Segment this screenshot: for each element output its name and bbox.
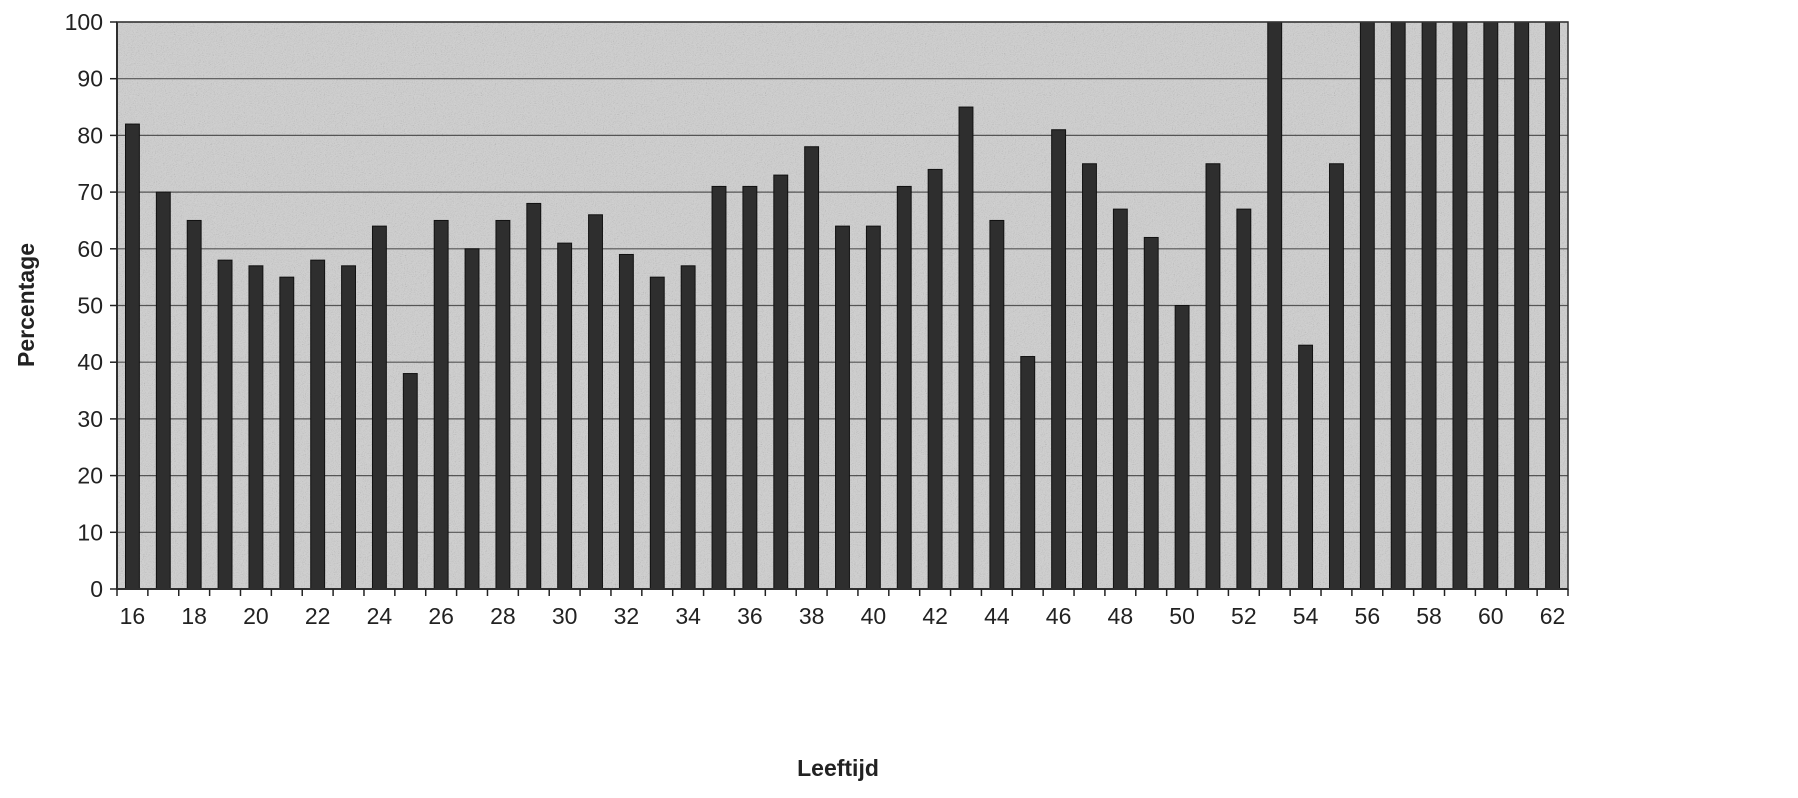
bar-29 bbox=[526, 202, 542, 590]
x-tick-label: 50 bbox=[1169, 603, 1195, 629]
y-tick-label: 10 bbox=[77, 519, 103, 545]
bar-33 bbox=[649, 276, 665, 590]
x-tick-labels: 16 18 20 22 24 26 28 30 32 34 36 38 40 42 44 46 48 50 52 54… bbox=[120, 603, 1566, 629]
bar-30 bbox=[557, 242, 573, 590]
y-tick-label: 50 bbox=[77, 293, 103, 319]
bar-61 bbox=[1514, 21, 1530, 590]
x-tick-label: 38 bbox=[799, 603, 825, 629]
bar-49 bbox=[1143, 236, 1159, 590]
x-tick-label: 42 bbox=[922, 603, 948, 629]
x-tick-label: 24 bbox=[367, 603, 393, 629]
bar-19 bbox=[217, 259, 233, 590]
bar-24 bbox=[371, 225, 387, 590]
bar-40 bbox=[865, 225, 881, 590]
bar-55 bbox=[1329, 163, 1344, 590]
axes bbox=[110, 21, 1569, 596]
bar-26 bbox=[433, 219, 449, 590]
bar-16 bbox=[124, 123, 140, 590]
bar-42 bbox=[927, 168, 943, 590]
x-tick-label: 58 bbox=[1416, 603, 1442, 629]
x-tick-label: 28 bbox=[490, 603, 516, 629]
bar-62 bbox=[1545, 21, 1561, 590]
bar-50 bbox=[1174, 305, 1190, 590]
bar-23 bbox=[341, 265, 356, 590]
bar-36 bbox=[742, 185, 758, 590]
x-tick-label: 40 bbox=[861, 603, 887, 629]
x-tick-label: 52 bbox=[1231, 603, 1257, 629]
y-tick-label: 60 bbox=[77, 236, 103, 262]
x-tick-label: 60 bbox=[1478, 603, 1504, 629]
bar-44 bbox=[989, 219, 1005, 590]
x-tick-label: 20 bbox=[243, 603, 269, 629]
x-tick-label: 32 bbox=[614, 603, 640, 629]
x-tick-label: 36 bbox=[737, 603, 763, 629]
bar-35 bbox=[711, 185, 727, 590]
bar-48 bbox=[1112, 208, 1128, 590]
x-tick-label: 18 bbox=[181, 603, 207, 629]
x-tick-label: 46 bbox=[1046, 603, 1072, 629]
bar-41 bbox=[896, 185, 912, 590]
y-axis-title: Percentage bbox=[13, 243, 39, 367]
bar-21 bbox=[279, 276, 295, 590]
bar-59 bbox=[1452, 21, 1468, 590]
bar-51 bbox=[1205, 163, 1221, 590]
x-tick-label: 56 bbox=[1355, 603, 1381, 629]
bar-57 bbox=[1390, 21, 1406, 590]
bar-25 bbox=[402, 373, 418, 590]
bar-60 bbox=[1483, 21, 1499, 590]
y-tick-label: 20 bbox=[77, 463, 103, 489]
x-tick-label: 54 bbox=[1293, 603, 1319, 629]
y-tick-labels: 0 10 20 30 40 50 60 70 80 90 100 bbox=[65, 9, 103, 602]
x-tick-label: 30 bbox=[552, 603, 578, 629]
bar-27 bbox=[464, 248, 480, 590]
y-tick-label: 40 bbox=[77, 349, 103, 375]
bar-31 bbox=[588, 214, 603, 590]
y-tick-label: 100 bbox=[65, 9, 103, 35]
bars bbox=[124, 21, 1561, 590]
bar-46 bbox=[1051, 129, 1067, 590]
y-tick-label: 0 bbox=[90, 576, 103, 602]
y-tick-label: 80 bbox=[77, 122, 103, 148]
bar-22 bbox=[310, 259, 326, 590]
y-tick-label: 70 bbox=[77, 179, 103, 205]
x-tick-label: 34 bbox=[675, 603, 701, 629]
x-tick-label: 26 bbox=[428, 603, 454, 629]
bar-37 bbox=[773, 174, 789, 590]
bar-32 bbox=[618, 253, 634, 590]
bar-18 bbox=[186, 219, 202, 590]
bar-34 bbox=[680, 265, 696, 590]
bar-43 bbox=[958, 106, 974, 590]
bar-53 bbox=[1267, 21, 1283, 590]
y-tick-label: 30 bbox=[77, 406, 103, 432]
x-tick-label: 22 bbox=[305, 603, 331, 629]
bar-52 bbox=[1236, 208, 1252, 590]
x-tick-label: 16 bbox=[120, 603, 146, 629]
bar-47 bbox=[1082, 163, 1097, 590]
x-tick-label: 48 bbox=[1108, 603, 1134, 629]
x-tick-label: 44 bbox=[984, 603, 1010, 629]
bar-56 bbox=[1359, 21, 1375, 590]
x-axis-title: Leeftijd bbox=[797, 755, 879, 781]
bar-17 bbox=[155, 191, 171, 590]
bar-28 bbox=[495, 219, 511, 590]
x-tick-label: 62 bbox=[1540, 603, 1566, 629]
bar-39 bbox=[835, 225, 850, 590]
bar-20 bbox=[248, 265, 264, 590]
bar-58 bbox=[1421, 21, 1437, 590]
bar-38 bbox=[804, 146, 820, 590]
bar-45 bbox=[1020, 356, 1036, 590]
y-tick-label: 90 bbox=[77, 66, 103, 92]
bar-54 bbox=[1298, 344, 1314, 590]
